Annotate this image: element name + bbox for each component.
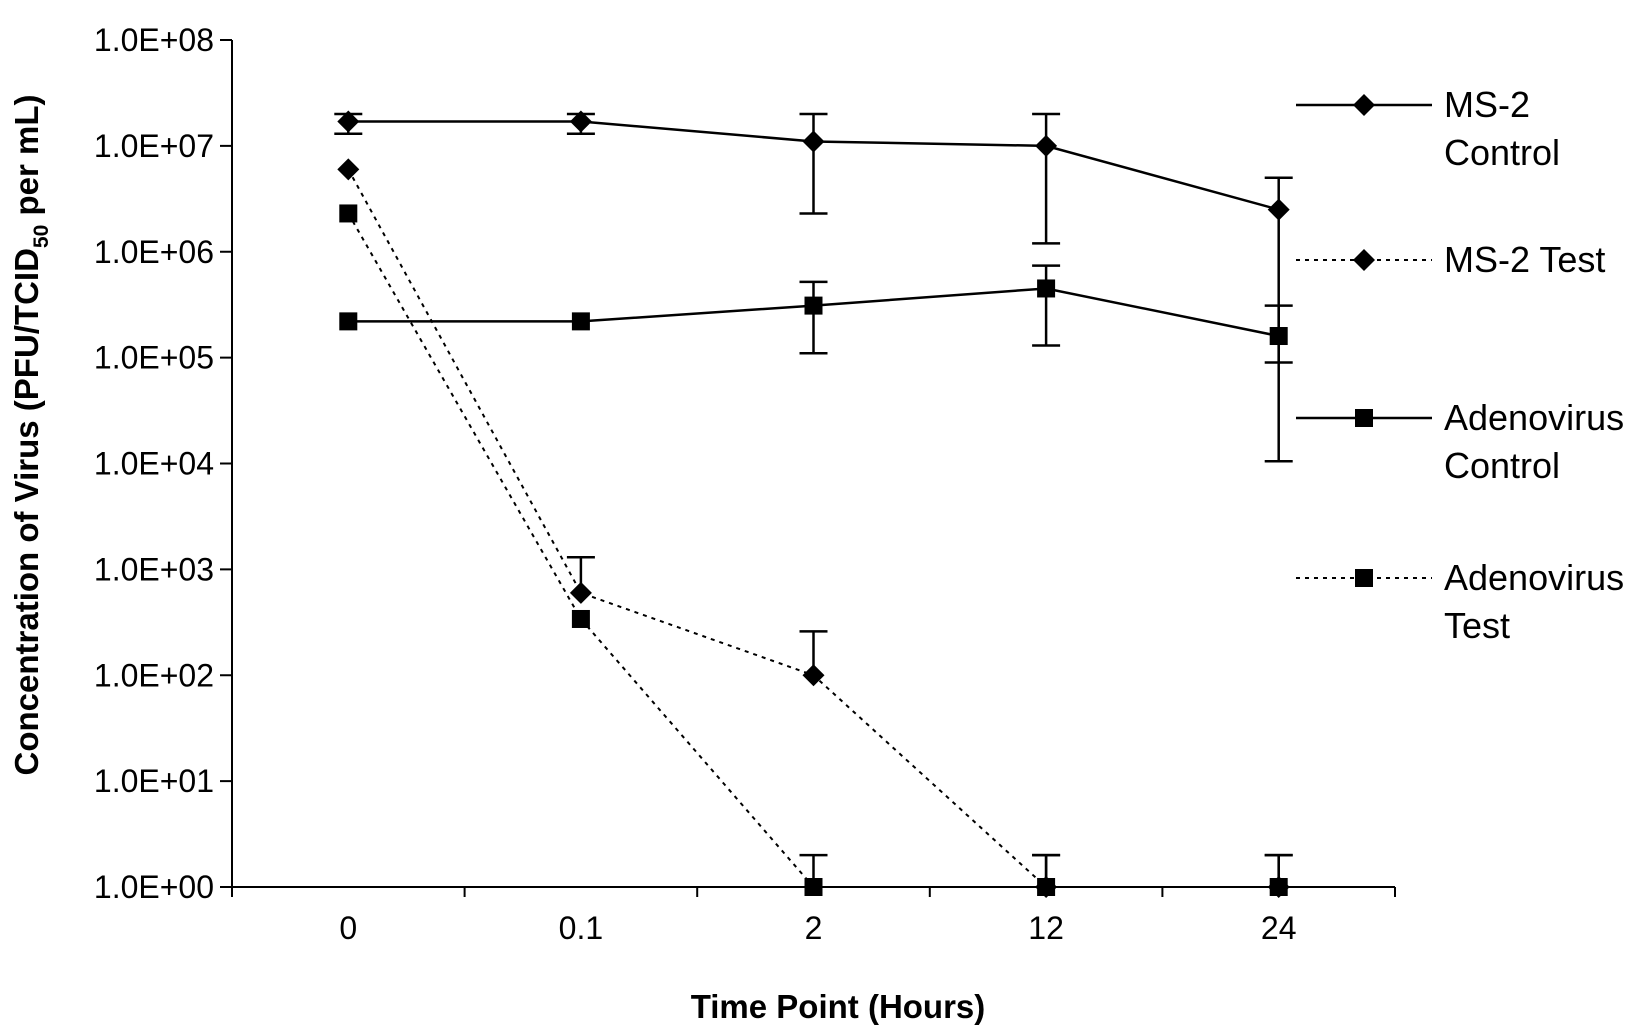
x-axis-title: Time Point (Hours)	[691, 988, 986, 1025]
data-point	[339, 204, 358, 223]
series-adenovirus-test	[339, 204, 1293, 896]
y-tick-label: 1.0E+06	[94, 234, 214, 270]
data-point	[339, 312, 358, 331]
y-tick-label: 1.0E+01	[94, 763, 214, 799]
data-point	[1037, 279, 1056, 298]
data-point	[569, 581, 592, 604]
data-point	[571, 609, 590, 628]
y-ticks: 1.0E+00 1.0E+01 1.0E+02 1.0E+03 1.0E+04 1.0E+…	[94, 22, 232, 905]
data-point	[1267, 198, 1290, 221]
data-point	[804, 296, 823, 315]
y-tick-label: 1.0E+08	[94, 22, 214, 58]
series-adenovirus-control	[339, 264, 1293, 463]
data-point	[337, 158, 360, 181]
data-point	[1037, 878, 1056, 896]
y-tick-label: 1.0E+05	[94, 340, 214, 376]
x-tick-label: 0.1	[559, 910, 603, 946]
legend-item: Adenovirus Test	[1296, 557, 1624, 646]
legend-label: MS-2 Test	[1444, 239, 1605, 280]
series-ms-2-control	[334, 110, 1293, 364]
x-tick-label: 0	[339, 910, 357, 946]
y-axis-title-subscript: 50	[30, 225, 53, 248]
series-layer	[334, 110, 1293, 898]
y-tick-label: 1.0E+00	[94, 869, 214, 905]
y-axis-title: Concentration of Virus (PFU/TCID50 per m…	[8, 95, 53, 776]
legend-label: Control	[1444, 445, 1560, 486]
legend-label: Adenovirus	[1444, 557, 1624, 598]
legend-label: MS-2	[1444, 84, 1530, 125]
series-line	[347, 168, 1279, 888]
data-point	[804, 878, 823, 896]
series-ms-2-test	[337, 158, 1293, 898]
x-ticks: 0 0.1 2 12 24	[231, 887, 1396, 946]
data-point	[802, 664, 825, 687]
legend-label: Test	[1444, 605, 1510, 646]
data-point	[571, 312, 590, 331]
legend-item: MS-2 Control	[1296, 84, 1560, 173]
x-tick-label: 2	[805, 910, 823, 946]
data-point	[1269, 878, 1288, 896]
y-axis-title-main: Concentration of Virus (PFU/TCID	[8, 248, 45, 775]
y-tick-label: 1.0E+07	[94, 128, 214, 164]
legend-marker	[1355, 409, 1373, 427]
y-tick-label: 1.0E+04	[94, 446, 214, 482]
data-point	[1269, 327, 1288, 346]
x-tick-label: 12	[1028, 910, 1064, 946]
legend-item: Adenovirus Control	[1296, 397, 1624, 486]
data-point	[569, 110, 592, 133]
legend-marker	[1353, 249, 1375, 271]
y-tick-label: 1.0E+02	[94, 657, 214, 693]
y-tick-label: 1.0E+03	[94, 551, 214, 587]
data-point	[337, 110, 360, 133]
data-point	[802, 130, 825, 153]
legend-label: Adenovirus	[1444, 397, 1624, 438]
x-tick-label: 24	[1261, 910, 1297, 946]
legend-item: MS-2 Test	[1296, 239, 1605, 280]
legend-marker	[1353, 94, 1375, 116]
legend-marker	[1355, 569, 1373, 587]
data-point	[1035, 134, 1058, 157]
legend-label: Control	[1444, 132, 1560, 173]
y-axis-title-suffix: per mL)	[8, 95, 45, 225]
